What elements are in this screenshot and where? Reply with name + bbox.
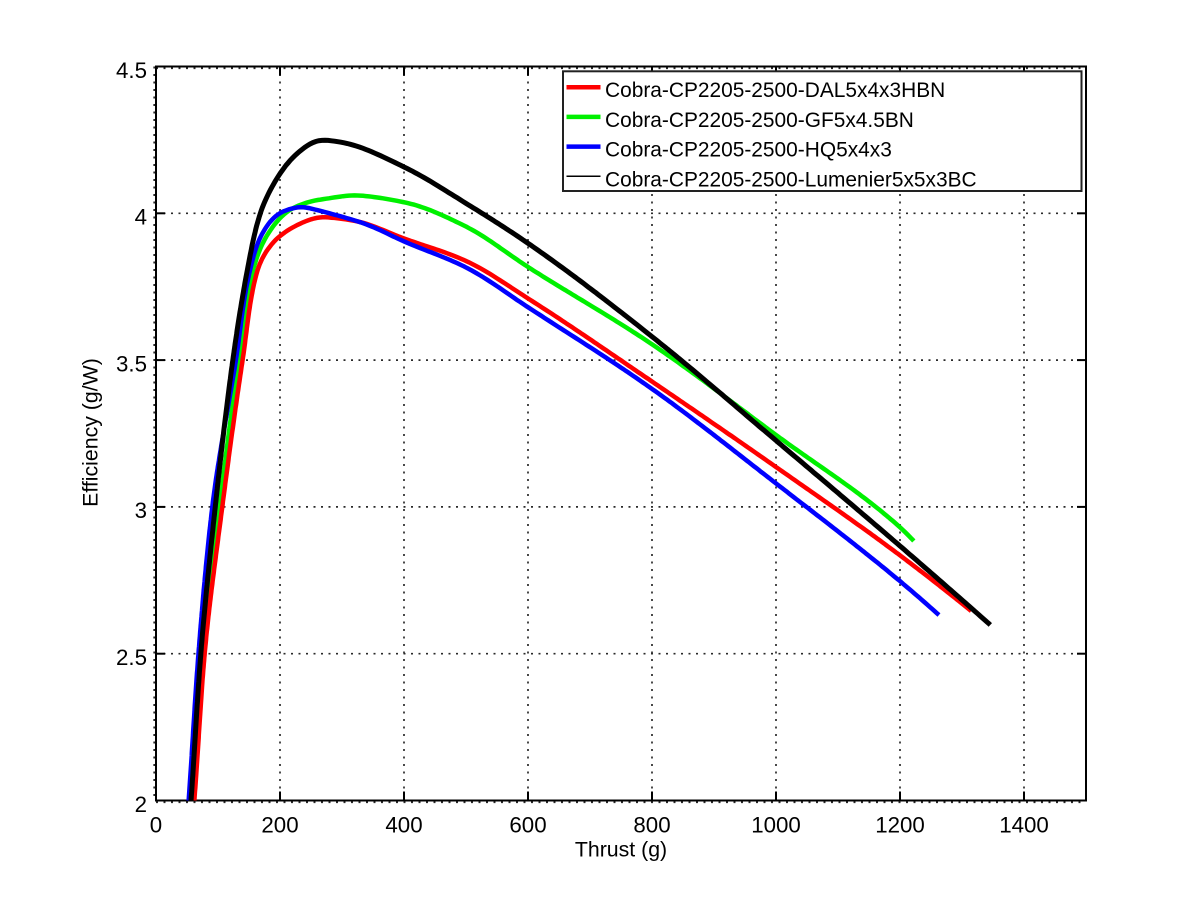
svg-text:600: 600 [509, 812, 546, 837]
svg-text:Efficiency (g/W): Efficiency (g/W) [79, 358, 103, 507]
svg-text:0: 0 [150, 812, 162, 837]
svg-text:Thrust (g): Thrust (g) [575, 838, 667, 862]
svg-text:1000: 1000 [751, 812, 801, 837]
svg-text:4: 4 [135, 205, 147, 230]
svg-text:2.5: 2.5 [116, 645, 147, 670]
svg-text:1200: 1200 [875, 812, 925, 837]
svg-text:200: 200 [261, 812, 298, 837]
svg-text:800: 800 [633, 812, 670, 837]
svg-text:400: 400 [385, 812, 422, 837]
svg-text:3: 3 [135, 498, 147, 523]
svg-text:4.5: 4.5 [116, 58, 147, 83]
svg-text:Cobra-CP2205-2500-HQ5x4x3: Cobra-CP2205-2500-HQ5x4x3 [605, 139, 892, 162]
svg-text:Cobra-CP2205-2500-Lumenier5x5x: Cobra-CP2205-2500-Lumenier5x5x3BC [605, 168, 977, 191]
svg-text:2: 2 [135, 792, 147, 817]
svg-text:Cobra-CP2205-2500-GF5x4.5BN: Cobra-CP2205-2500-GF5x4.5BN [605, 109, 914, 132]
svg-text:1400: 1400 [999, 812, 1049, 837]
svg-text:Cobra-CP2205-2500-DAL5x4x3HBN: Cobra-CP2205-2500-DAL5x4x3HBN [605, 79, 945, 102]
svg-text:3.5: 3.5 [116, 351, 147, 376]
